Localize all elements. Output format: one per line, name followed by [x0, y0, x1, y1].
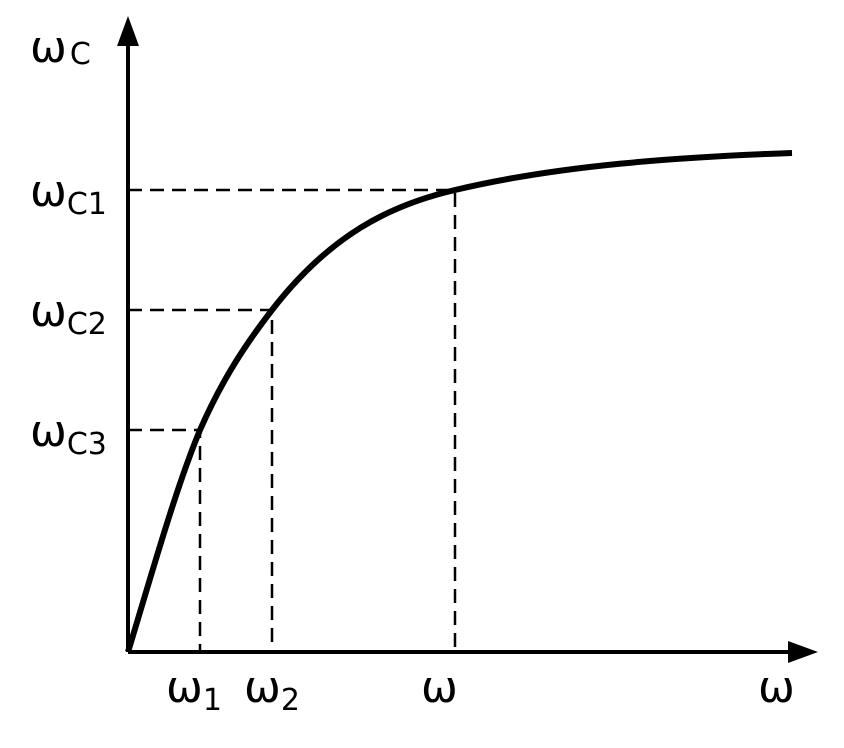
- subscript: 1: [203, 683, 222, 718]
- symbol: ω: [30, 22, 67, 73]
- symbol: ω: [30, 286, 67, 337]
- y-label: ωC3: [30, 406, 107, 462]
- y-label: ωC2: [30, 286, 107, 342]
- x-label: ω2: [244, 662, 300, 718]
- symbol: ω: [30, 406, 67, 457]
- subscript: 2: [281, 683, 300, 718]
- guide-line: [128, 188, 457, 652]
- symbol: ω: [166, 662, 203, 713]
- y-arrow: [117, 16, 139, 46]
- x-label: ω: [421, 662, 458, 713]
- curve: [125, 150, 793, 653]
- subscript: C3: [67, 427, 107, 462]
- symbol: ω: [30, 166, 67, 217]
- x-label: ω1: [166, 662, 222, 718]
- symbol: ω: [244, 662, 281, 713]
- y-label: ωC1: [30, 166, 107, 222]
- subscript: C: [70, 37, 91, 72]
- subscript: C2: [67, 307, 107, 342]
- x-axis-label: ω: [758, 662, 795, 713]
- x-arrow: [788, 641, 818, 663]
- subscript: C1: [67, 187, 107, 222]
